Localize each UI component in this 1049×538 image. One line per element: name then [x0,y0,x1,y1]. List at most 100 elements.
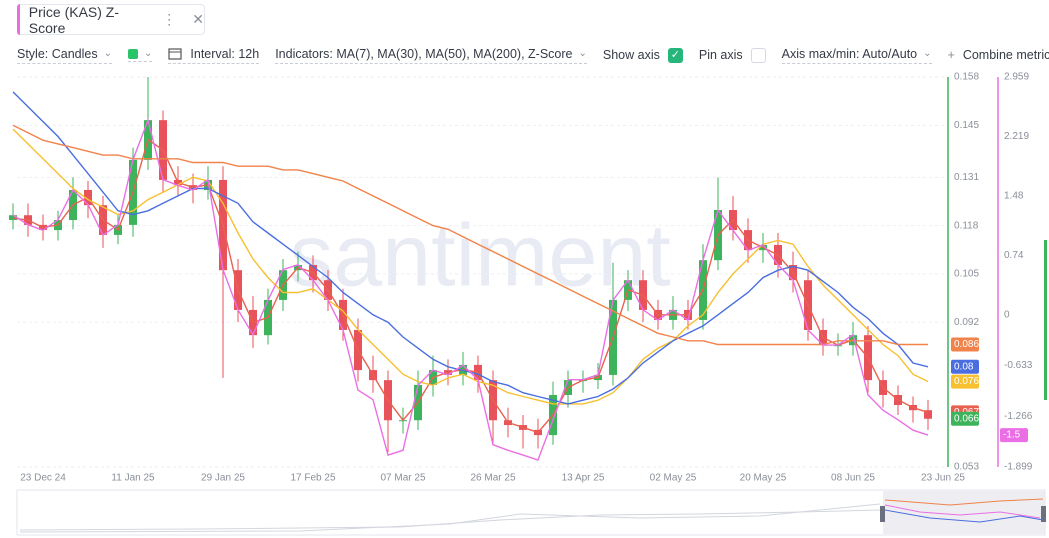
color-swatch [128,48,138,59]
series-line [12,117,929,461]
candle-body [654,309,662,320]
candle-body [594,374,602,381]
y2-tick-label: 2.219 [1004,131,1029,142]
y-tick-label: 0.145 [954,120,979,131]
candle-body [489,380,497,421]
candle-body [549,394,557,436]
x-tick-label: 20 May 25 [740,473,787,484]
x-tick-label: 02 May 25 [650,473,697,484]
candle-body [669,309,677,320]
candle-body [579,380,587,382]
watermark: santiment [289,205,671,304]
candle-body [894,394,902,406]
candle-body [609,299,617,375]
candle-body [189,185,197,190]
scroll-indicator [1044,240,1047,400]
menu-icon[interactable]: ⋮ [162,11,177,27]
candle-body [399,420,407,422]
interval-select[interactable]: Interval: 12h [168,46,260,64]
style-label: Style: Candles [17,46,98,61]
candle-body [819,329,827,346]
axis-select[interactable]: Axis max/min: Auto/Auto ⌄ [781,47,932,64]
minimap-handle[interactable] [1041,506,1046,522]
candle-body [339,299,347,330]
candle-body [519,425,527,430]
value-badge [951,411,979,426]
show-axis[interactable]: Show axis ✓ [603,47,683,63]
candle-body [504,420,512,426]
candle-body [144,120,152,160]
candle-body [129,159,137,225]
candle-body [84,189,92,206]
chevron: ⌄ [144,48,153,59]
y-tick-label: 0.092 [954,317,979,328]
candle-body [234,270,242,310]
value-badge-label: 0.0677 [954,407,985,418]
x-tick-label: 08 Jun 25 [831,473,875,484]
value-badge [951,359,979,374]
candle-body [69,189,77,221]
color-select[interactable]: ⌄ [128,48,153,62]
y2-tick-label: 0 [1004,309,1010,320]
candle-body [879,380,887,395]
minimap [16,489,1046,536]
candle-body [774,244,782,265]
candle-body [309,264,317,281]
chip-color [17,4,20,35]
candle-body [759,244,767,251]
candle-body [429,370,437,385]
y-tick-label: 0.053 [954,462,979,473]
minimap-handle[interactable] [880,506,885,522]
chevron: ⌄ [923,48,932,59]
y-tick-label: 0.118 [954,220,979,231]
candle-body [384,380,392,421]
chevron: ⌄ [103,48,112,59]
interval-label: Interval: 12h [190,46,260,61]
y2-tick-label: -1.899 [1004,462,1033,473]
candle-body [444,370,452,375]
candle-body [219,179,227,271]
value-badge-label: 0.08 [954,361,974,372]
series-line [12,128,929,405]
y2-tick-label: -1.266 [1004,411,1033,422]
candle-body [114,224,122,235]
value-badge-label: -1.5 [1003,430,1021,441]
checkbox[interactable] [750,47,766,63]
chevron: ⌄ [578,48,587,59]
candle-body [624,280,632,300]
toolbar: Style: Candles ⌄ ⌄ Interval: 12h Indicato… [17,46,1049,64]
candle-body [789,264,797,281]
candle-body [9,215,17,221]
series-line [12,91,929,405]
value-badge [951,374,979,389]
minimap-line [19,509,881,531]
checkbox-checked[interactable]: ✓ [667,47,683,63]
candle-body [324,280,332,300]
value-badge [1000,428,1028,443]
x-tick-label: 13 Apr 25 [562,473,605,484]
candle-body [99,205,107,235]
y2-tick-label: 0.74 [1004,250,1024,261]
candle-body [534,429,542,436]
candle-body [264,299,272,336]
candle-body [369,370,377,381]
plus-icon: + [947,48,955,62]
close-icon[interactable]: ✕ [192,11,204,27]
candle-body [24,215,32,225]
pin-axis[interactable]: Pin axis [699,47,766,63]
candle-body [564,380,572,395]
candle-body [459,364,467,375]
minimap-selection[interactable] [883,491,1045,534]
value-badge [951,337,979,352]
candle-body [639,280,647,310]
combine-button[interactable]: + Combine metrics [948,48,1049,62]
style-select[interactable]: Style: Candles ⌄ [17,47,112,64]
metric-chip[interactable]: Price (KAS) Z-Score ⋮ ✕ [17,4,205,36]
combine-label: Combine metrics [962,48,1049,62]
candle-body [804,280,812,330]
minimap-line [884,504,1041,519]
indicators-select[interactable]: Indicators: MA(7), MA(30), MA(50), MA(20… [275,47,587,64]
x-tick-label: 07 Mar 25 [380,473,425,484]
value-badge [951,405,979,420]
